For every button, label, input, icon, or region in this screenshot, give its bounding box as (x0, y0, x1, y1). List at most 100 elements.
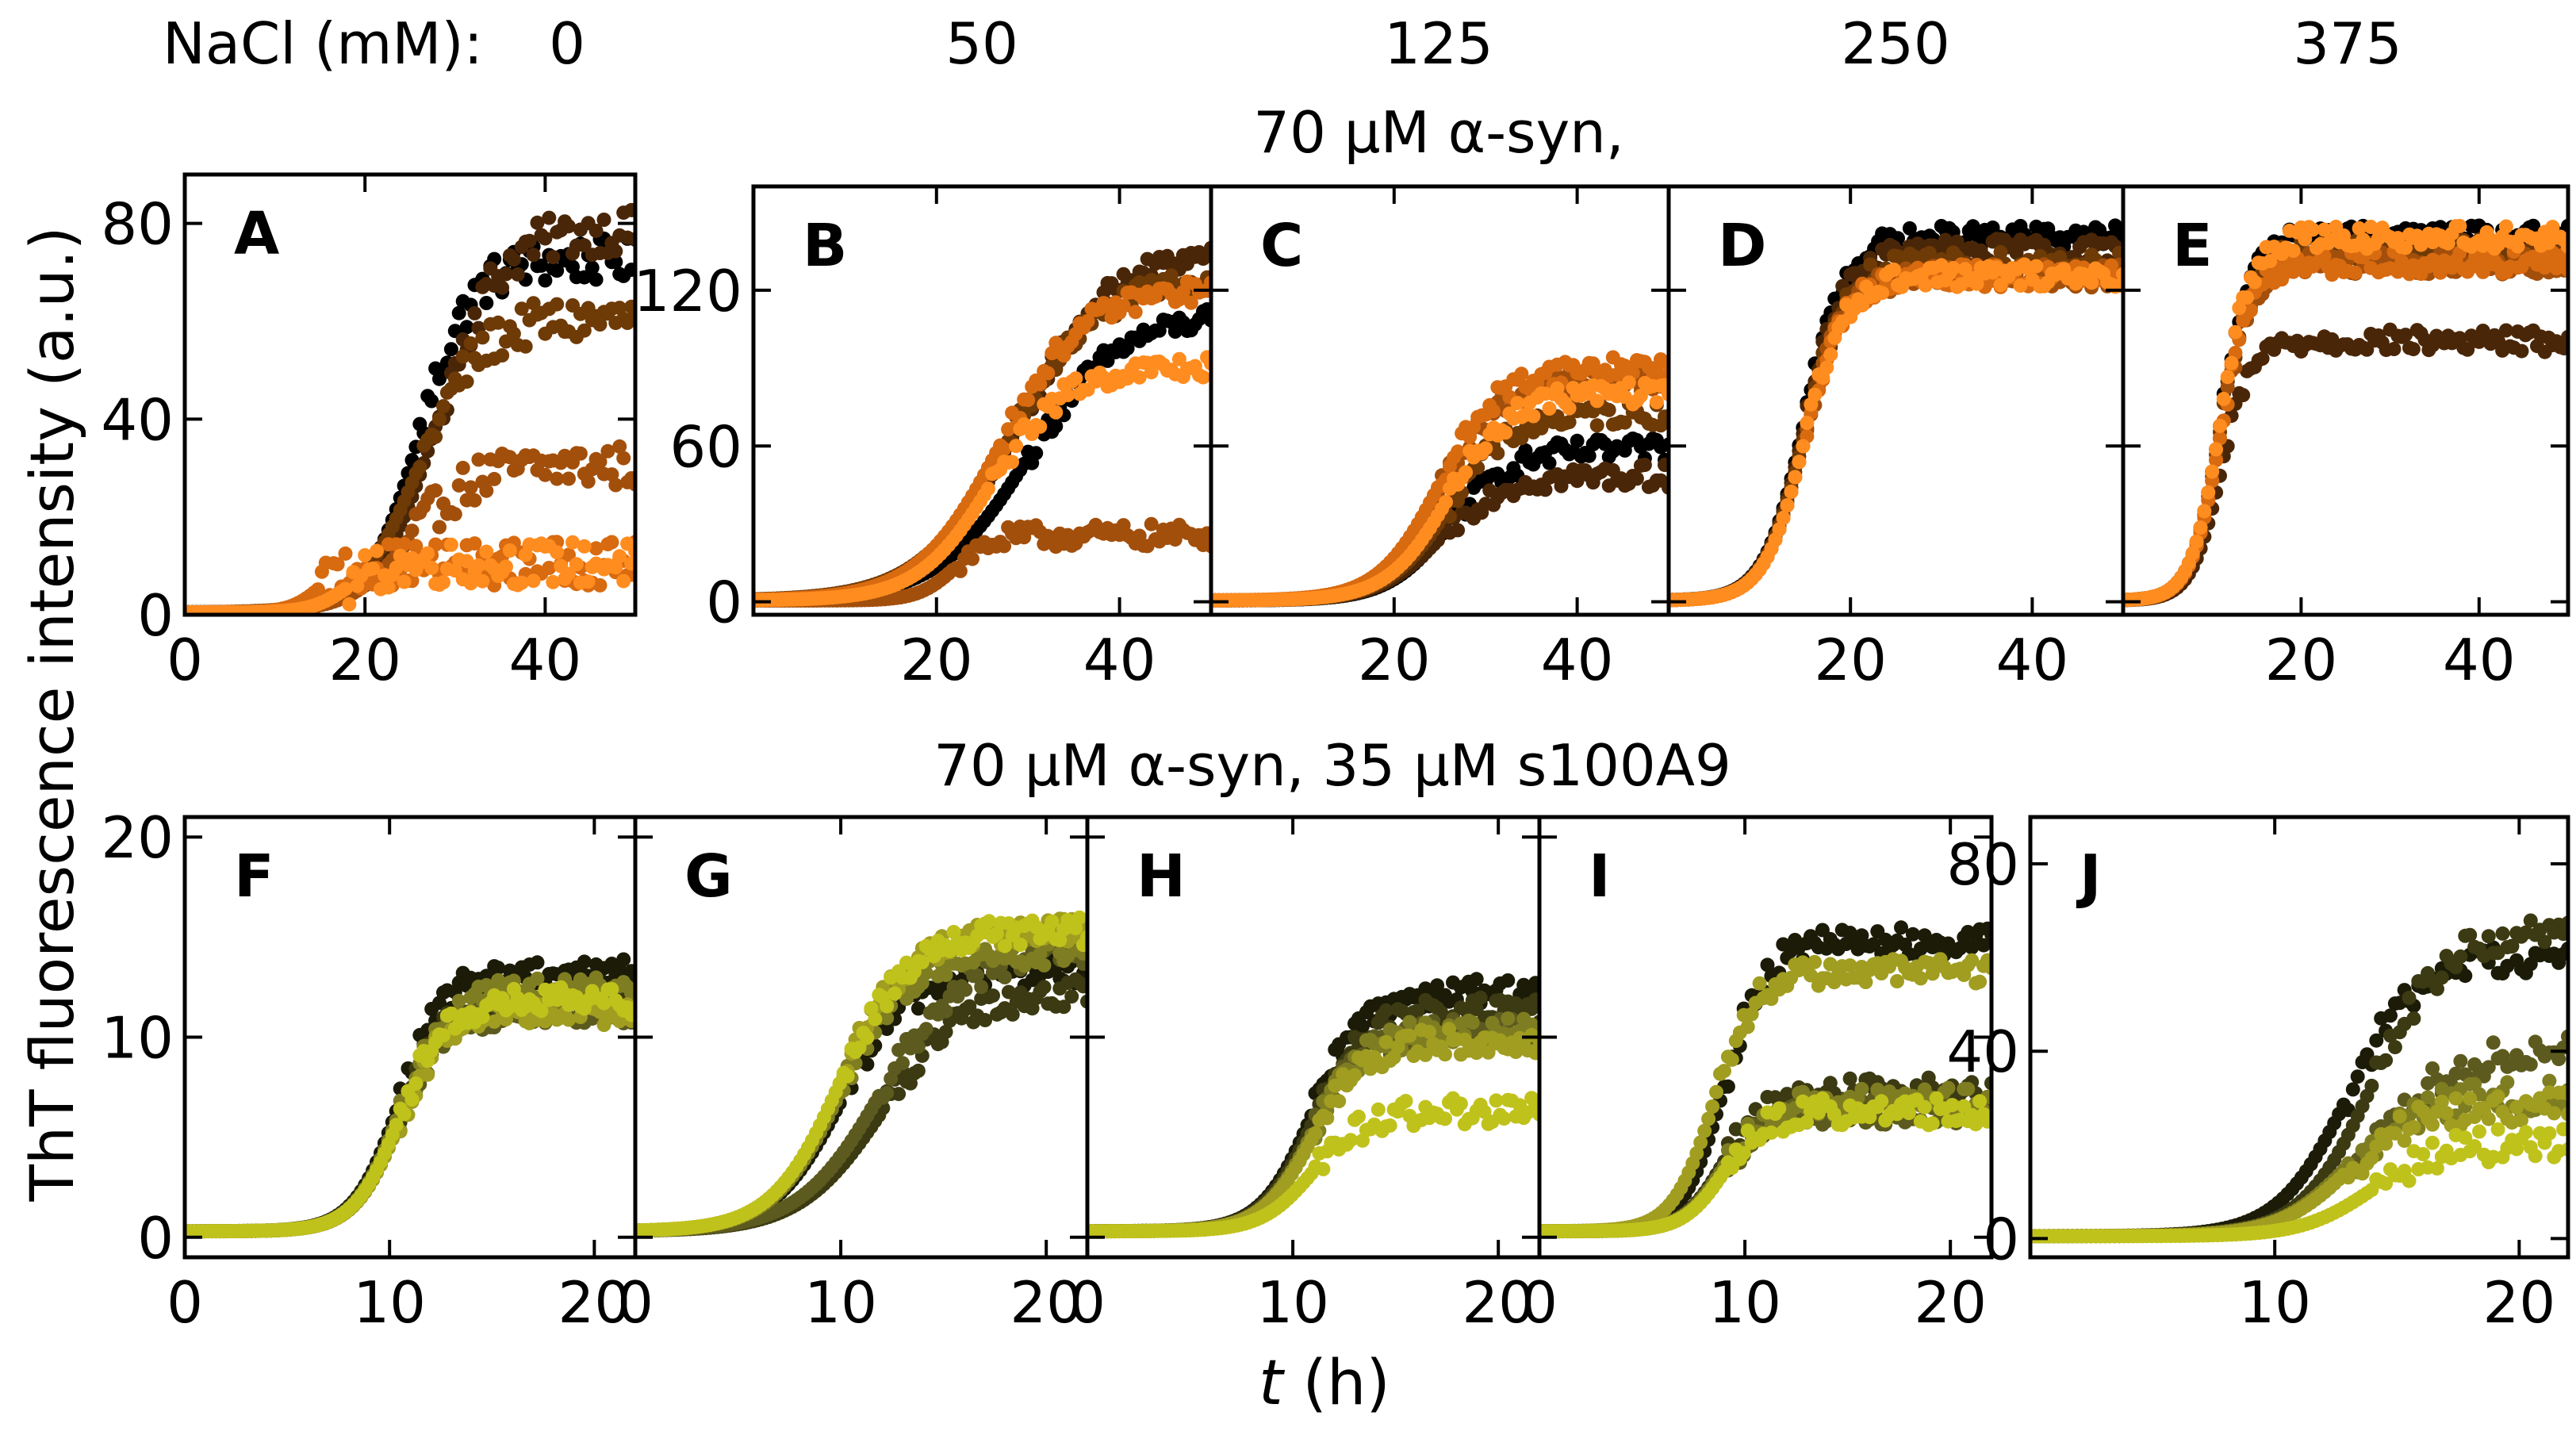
x-tick-label: 0 (167, 1269, 203, 1336)
x-tick-label: 0 (167, 627, 203, 693)
data-point (2228, 324, 2243, 340)
data-point (451, 478, 466, 493)
data-point (1993, 244, 2008, 259)
data-point (565, 535, 580, 550)
data-point (2557, 341, 2568, 356)
data-point (965, 551, 979, 566)
data-point (1120, 341, 1135, 356)
x-tick-label: 20 (328, 627, 401, 693)
data-point (1037, 957, 1052, 973)
data-point (479, 544, 494, 559)
data-point (997, 938, 1012, 953)
data-point (502, 543, 517, 558)
data-point (2224, 355, 2239, 370)
data-point (585, 260, 600, 275)
data-point (1013, 938, 1028, 952)
data-point (1796, 439, 1811, 454)
data-point (534, 258, 549, 273)
data-point (1041, 366, 1056, 381)
x-tick-label: 40 (1083, 627, 1156, 693)
data-point (1033, 419, 1048, 434)
data-point (604, 982, 619, 996)
data-point (1887, 263, 1901, 277)
x-axis-variable: t (1259, 1348, 1285, 1419)
data-point (2201, 485, 2216, 500)
data-points (2123, 218, 2568, 608)
data-point (342, 597, 357, 612)
data-point (428, 483, 443, 498)
data-point (891, 1087, 907, 1102)
data-point (1776, 511, 1791, 525)
data-point (2205, 464, 2220, 479)
data-point (982, 914, 997, 929)
data-point (1918, 278, 1933, 293)
data-point (2286, 244, 2301, 258)
data-point (471, 558, 486, 573)
data-point (1451, 523, 1466, 538)
data-point (1128, 305, 1143, 320)
data-point (1152, 323, 1167, 338)
row2-title: 70 μM α-syn, 35 μM s100A9 (933, 732, 1731, 799)
data-point (1132, 370, 1147, 385)
data-point (2029, 259, 2044, 274)
data-point (938, 1024, 953, 1039)
y-tick-label: 60 (669, 413, 742, 480)
data-point (1823, 347, 1838, 362)
data-point (612, 439, 627, 454)
data-point (428, 429, 443, 444)
y-tick-label: 80 (101, 191, 174, 258)
data-point (880, 1011, 895, 1026)
data-point (1784, 484, 1799, 499)
data-point (495, 280, 510, 295)
data-points (1669, 218, 2123, 608)
data-point (1562, 415, 1577, 430)
data-point (467, 493, 482, 508)
data-point (420, 1067, 435, 1082)
nacl-label: NaCl (mM): (163, 10, 483, 77)
data-point (502, 450, 517, 465)
data-point (616, 451, 631, 466)
data-point (562, 219, 576, 234)
data-point (1542, 401, 1557, 416)
data-point (624, 202, 635, 217)
data-point (1144, 516, 1159, 531)
data-point (1076, 979, 1087, 994)
data-point (550, 545, 565, 560)
data-point (864, 1001, 879, 1016)
data-point (2352, 221, 2367, 236)
data-point (938, 968, 953, 983)
data-point (1875, 286, 1890, 301)
data-point (412, 459, 427, 474)
data-point (1658, 458, 1669, 473)
data-point (1048, 405, 1064, 420)
data-point (1009, 439, 1024, 454)
data-point (526, 247, 541, 263)
data-point (2213, 431, 2227, 446)
x-tick-label: 40 (1541, 627, 1614, 693)
data-point (581, 474, 596, 489)
data-point (573, 446, 588, 461)
data-point (2013, 278, 2028, 293)
data-point (389, 560, 404, 575)
data-point (1060, 388, 1075, 402)
x-tick-label: 40 (509, 627, 582, 693)
data-point (522, 233, 537, 248)
data-point (338, 546, 353, 561)
data-point (1562, 401, 1577, 416)
data-point (1029, 446, 1044, 461)
data-point (1498, 425, 1513, 440)
data-point (2247, 274, 2262, 290)
data-point (471, 452, 486, 467)
data-point (518, 339, 533, 354)
data-point (562, 566, 576, 581)
data-point (958, 982, 973, 997)
data-point (1902, 221, 1917, 236)
data-point (2240, 290, 2255, 305)
x-axis-unit: (h) (1283, 1348, 1390, 1419)
data-point (1792, 455, 1807, 470)
x-tick-label: 20 (900, 627, 973, 693)
data-point (475, 1010, 490, 1024)
data-point (2220, 380, 2235, 394)
